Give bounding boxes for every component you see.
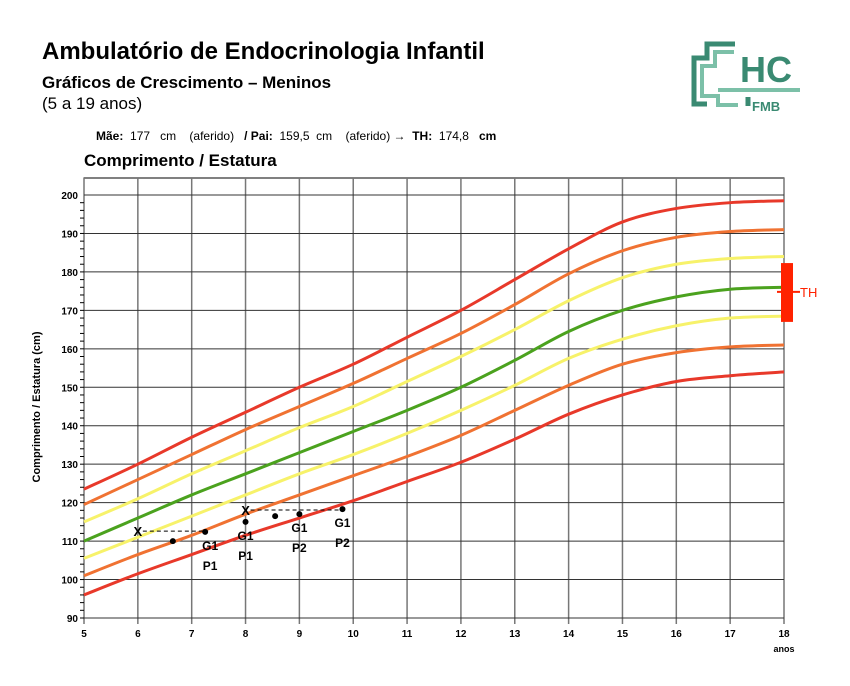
x-tick-label: 9 (297, 629, 303, 640)
y-tick-label: 160 (61, 345, 78, 356)
father-label: / Pai: (244, 129, 273, 143)
x-tick-label: 7 (189, 629, 195, 640)
y-tick-label: 110 (62, 537, 79, 548)
page-subtitle: Gráficos de Crescimento – Meninos (42, 73, 332, 92)
y-tick-label: 120 (61, 499, 78, 510)
percentile-curve-0 (83, 199, 785, 491)
stage-label-p: P1 (203, 559, 218, 573)
measurement-point (202, 528, 209, 535)
y-tick-label: 100 (61, 576, 78, 587)
father-unit: cm (316, 129, 333, 143)
target-height-label: TH (800, 285, 817, 300)
logo-text: HC (740, 49, 792, 90)
mother-note: (aferido) (189, 129, 235, 143)
mother-unit: cm (160, 129, 177, 143)
bone-age-marker: X (134, 524, 143, 539)
mother-value: 177 (130, 129, 151, 143)
measurement-point (296, 511, 303, 518)
chart-title: Comprimento / Estatura (84, 151, 277, 170)
th-unit: cm (478, 129, 497, 143)
stage-label-g: G1 (238, 529, 254, 543)
x-tick-label: 12 (455, 629, 467, 640)
stage-label-g: G1 (291, 521, 307, 535)
grid: 5 6 7 8 9 10 11 12 13 14 15 16 17 18 90 100 110 120 130 140… (61, 177, 790, 640)
x-tick-label: 13 (509, 629, 521, 640)
stage-label-g: G1 (202, 539, 218, 553)
x-tick-label: 10 (348, 629, 360, 640)
x-axis-label: anos (773, 644, 794, 654)
mother-label: Mãe: (96, 129, 124, 143)
stage-label-g: G1 (334, 516, 350, 530)
measurement-marks: X X G1 P1 G1 P1 G1 P2 G1 P2 TH (134, 263, 817, 573)
y-tick-label: 190 (61, 229, 78, 240)
percentile-curves (83, 199, 785, 597)
y-axis-label: Comprimento / Estatura (cm) (31, 331, 43, 482)
percentile-curve-5 (83, 343, 785, 578)
th-label: TH: (412, 129, 433, 143)
y-tick-label: 200 (61, 191, 78, 202)
x-tick-label: 11 (402, 629, 413, 640)
percentile-curve-2 (83, 255, 785, 524)
measurement-point (242, 518, 249, 525)
percentile-curve-1 (83, 228, 785, 506)
th-value: 174,8 (438, 129, 469, 143)
x-tick-label: 14 (563, 629, 575, 640)
bone-age-marker: X (241, 503, 250, 518)
x-tick-label: 18 (778, 629, 790, 640)
y-tick-label: 130 (61, 460, 78, 471)
x-tick-label: 17 (725, 629, 737, 640)
percentile-curve-3 (83, 285, 785, 543)
page-title: Ambulatório de Endocrinologia Infantil (42, 38, 485, 65)
y-tick-label: 140 (61, 422, 78, 433)
stage-label-p: P1 (238, 549, 253, 563)
father-note: (aferido) (345, 129, 391, 143)
percentile-curve-4 (83, 314, 785, 560)
logo-subtext: FMB (752, 99, 780, 114)
arrow: → (393, 129, 406, 143)
father-value: 159,5 (279, 129, 310, 143)
x-tick-label: 16 (671, 629, 683, 640)
y-tick-label: 150 (61, 383, 78, 394)
x-tick-label: 8 (243, 629, 249, 640)
x-tick-label: 15 (617, 629, 629, 640)
measurement-point (272, 513, 279, 520)
logo-cross-outer (691, 41, 735, 107)
measurement-point (169, 538, 176, 545)
measurement-point (339, 506, 346, 513)
y-tick-label: 180 (61, 268, 78, 279)
x-tick-label: 6 (135, 629, 141, 640)
logo-cross-inner (700, 50, 738, 107)
percentile-curve-6 (83, 370, 785, 597)
parents-heights: Mãe: 177 cm (aferido) / Pai: 159,5 cm (a… (96, 129, 496, 143)
y-tick-label: 90 (67, 614, 79, 625)
x-tick-label: 5 (81, 629, 87, 640)
stage-label-p: P2 (292, 541, 307, 555)
stage-label-p: P2 (335, 536, 350, 550)
age-range: (5 a 19 anos) (42, 94, 143, 113)
y-tick-label: 170 (61, 306, 78, 317)
